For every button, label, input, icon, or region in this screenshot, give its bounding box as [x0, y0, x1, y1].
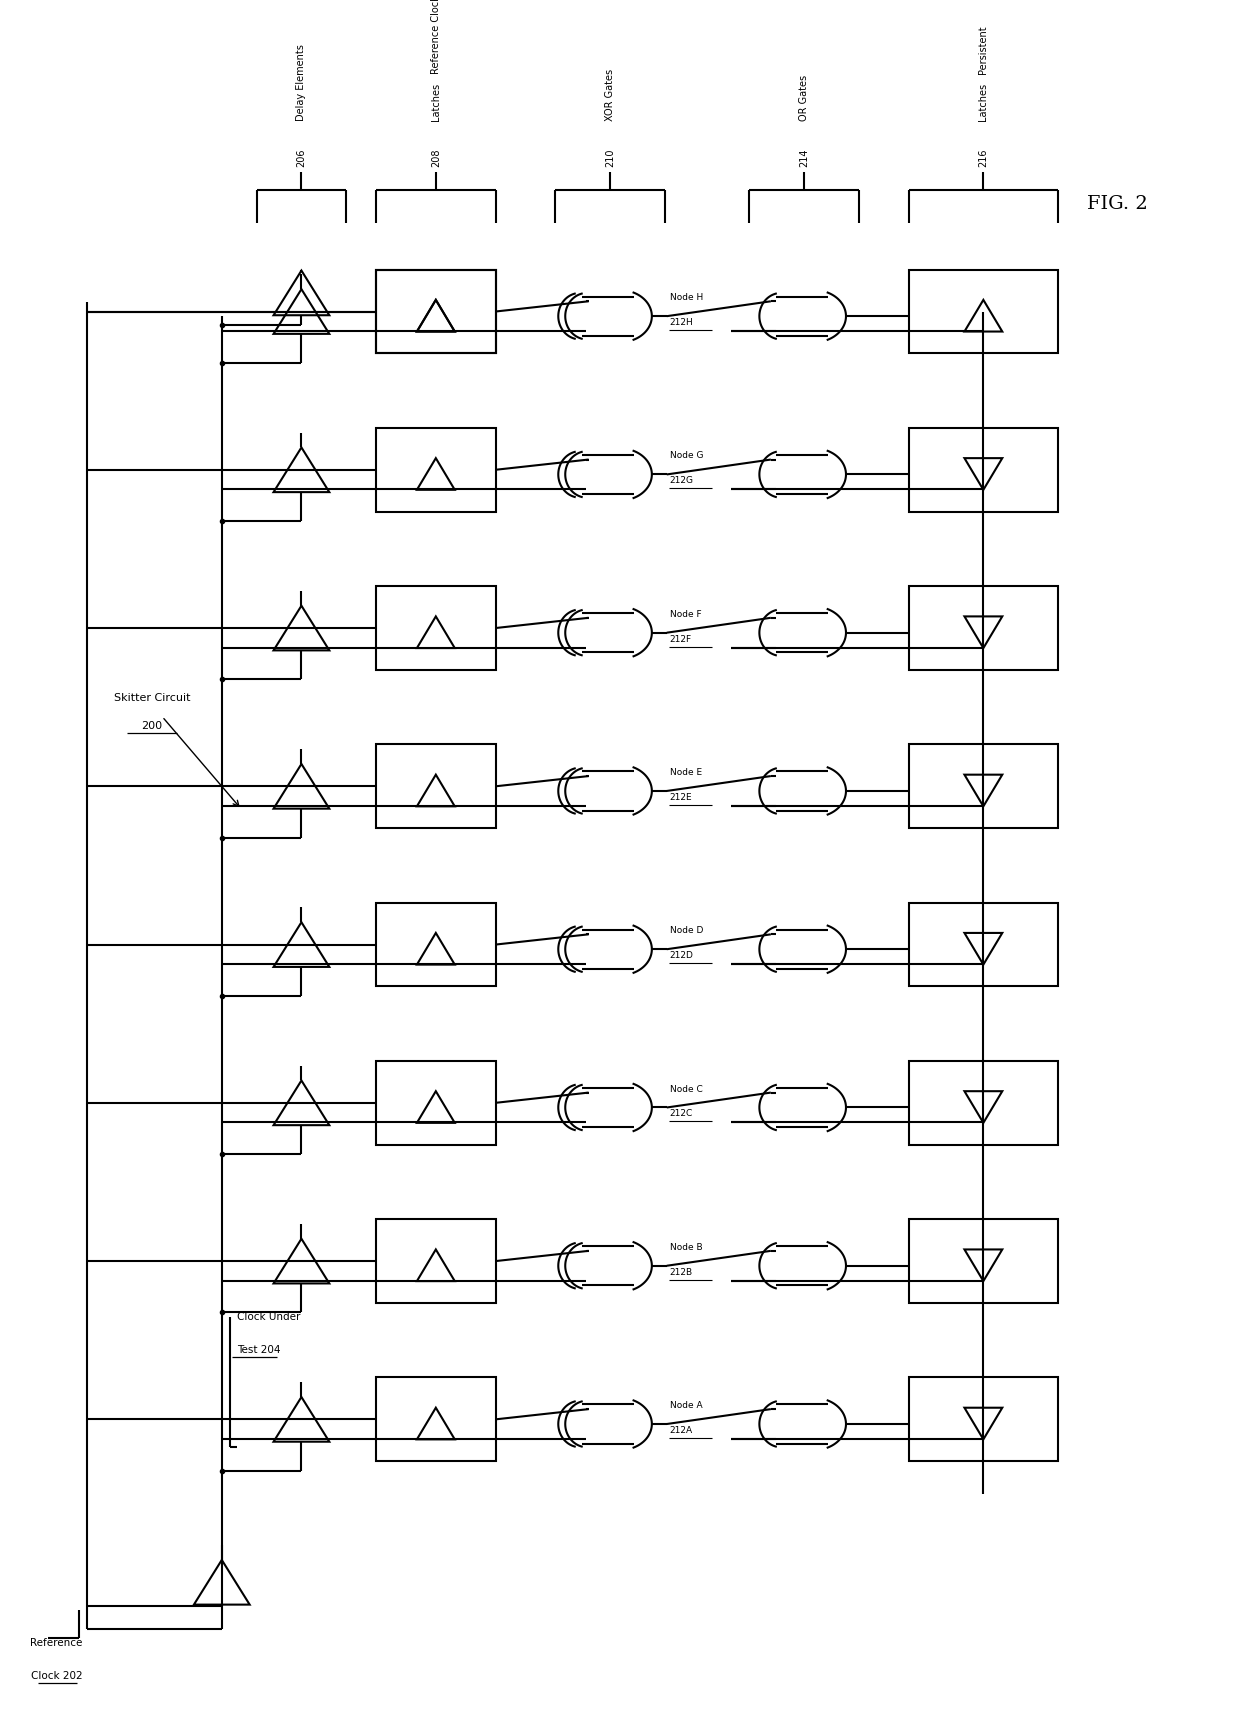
Text: 212B: 212B [670, 1268, 693, 1276]
Text: Reference: Reference [30, 1639, 82, 1647]
Text: 216: 216 [978, 149, 988, 166]
Text: 212E: 212E [670, 792, 692, 801]
Bar [376, 269, 496, 354]
Bar [909, 744, 1058, 829]
Text: FIG. 2: FIG. 2 [1087, 196, 1148, 213]
Bar [909, 1219, 1058, 1302]
Text: 206: 206 [296, 149, 306, 166]
Text: Node F: Node F [670, 610, 702, 619]
Text: Delay Elements: Delay Elements [296, 43, 306, 121]
Text: 214: 214 [799, 149, 810, 166]
Bar [909, 1061, 1058, 1144]
Text: Node A: Node A [670, 1401, 702, 1410]
Text: 212D: 212D [670, 950, 693, 961]
Text: XOR Gates: XOR Gates [605, 69, 615, 121]
Text: 208: 208 [430, 149, 441, 166]
Bar [376, 903, 496, 987]
Bar [909, 903, 1058, 987]
Text: Node H: Node H [670, 293, 703, 302]
Bar [376, 269, 496, 354]
Text: Latches: Latches [430, 83, 441, 121]
Bar [376, 1061, 496, 1144]
Text: Node C: Node C [670, 1084, 703, 1094]
Bar [376, 1377, 496, 1462]
Text: Node E: Node E [670, 768, 702, 777]
Text: Reference Clock: Reference Clock [430, 0, 441, 75]
Text: Persistent: Persistent [978, 26, 988, 75]
Bar [909, 586, 1058, 669]
Text: Clock Under: Clock Under [237, 1313, 300, 1323]
Bar [376, 1219, 496, 1302]
Text: Latches: Latches [978, 83, 988, 121]
Text: 212C: 212C [670, 1110, 693, 1118]
Text: 212F: 212F [670, 635, 692, 643]
Text: Node G: Node G [670, 451, 703, 461]
Text: Skitter Circuit: Skitter Circuit [114, 692, 191, 702]
Text: Clock 202: Clock 202 [31, 1672, 82, 1680]
Bar [909, 1377, 1058, 1462]
Text: 210: 210 [605, 149, 615, 166]
Text: 212G: 212G [670, 477, 693, 486]
Bar [909, 428, 1058, 512]
Bar [376, 744, 496, 829]
Bar [376, 586, 496, 669]
Text: 200: 200 [141, 721, 162, 732]
Text: Test 204: Test 204 [237, 1346, 280, 1354]
Text: 212H: 212H [670, 317, 693, 328]
Text: Node D: Node D [670, 926, 703, 935]
Text: Node B: Node B [670, 1243, 702, 1252]
Bar [909, 269, 1058, 354]
Text: OR Gates: OR Gates [799, 75, 810, 121]
Text: 212A: 212A [670, 1425, 693, 1434]
Bar [376, 428, 496, 512]
